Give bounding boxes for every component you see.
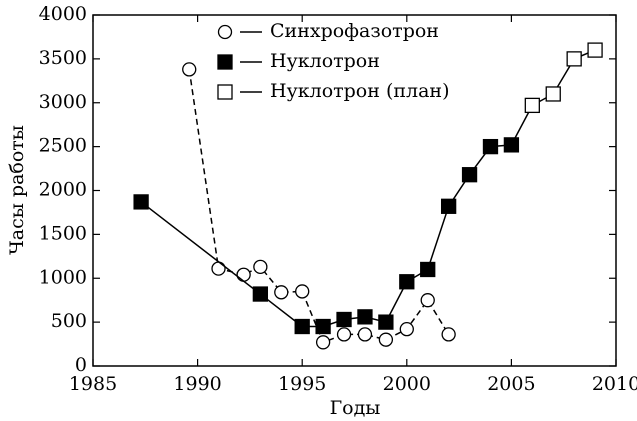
legend-label: Нуклотрон <box>270 50 380 72</box>
legend-label: Синхрофазотрон <box>270 20 439 42</box>
point <box>440 198 457 214</box>
point <box>315 318 331 335</box>
point <box>378 314 394 330</box>
x-tick-label: 1995 <box>278 373 326 395</box>
y-tick-label: 1000 <box>39 266 87 288</box>
point <box>336 311 352 328</box>
point <box>236 267 251 282</box>
x-tick-label: 2010 <box>592 373 637 395</box>
y-tick-label: 500 <box>51 310 87 332</box>
point <box>441 327 456 342</box>
point <box>461 167 478 183</box>
point <box>294 318 310 335</box>
point <box>378 332 394 347</box>
point <box>503 137 520 153</box>
x-tick-label: 1985 <box>69 373 117 395</box>
point <box>133 194 149 210</box>
point <box>420 261 436 278</box>
point <box>252 286 269 302</box>
x-tick-label: 1990 <box>173 373 221 395</box>
point <box>357 309 373 325</box>
point <box>399 321 414 337</box>
point <box>482 138 499 155</box>
y-tick-label: 2000 <box>39 179 87 201</box>
x-tick-label: 2000 <box>383 373 431 395</box>
legend-marker <box>217 84 233 100</box>
y-tick-label: 1500 <box>39 222 87 244</box>
point <box>182 62 197 77</box>
point <box>566 51 582 67</box>
series-line <box>531 49 596 107</box>
y-tick-label: 0 <box>75 354 87 376</box>
point <box>336 327 352 342</box>
point <box>524 97 540 114</box>
series-line <box>140 144 512 328</box>
point <box>545 86 561 102</box>
y-axis-label: Часы работы <box>6 125 28 255</box>
point <box>357 327 373 342</box>
series-line <box>188 69 450 344</box>
x-tick-label: 2005 <box>487 373 535 395</box>
x-axis-label: Годы <box>330 397 381 419</box>
point <box>315 335 331 350</box>
y-tick-label: 2500 <box>39 135 87 157</box>
y-tick-label: 4000 <box>39 3 87 25</box>
point <box>587 42 603 58</box>
y-tick-label: 3500 <box>39 47 87 69</box>
point <box>274 285 289 300</box>
point <box>399 274 415 290</box>
point <box>420 293 435 308</box>
legend-marker <box>217 54 233 70</box>
y-tick-label: 3000 <box>39 91 87 113</box>
point <box>253 259 268 274</box>
point <box>211 261 226 276</box>
point <box>295 284 310 299</box>
legend-label: Нуклотрон (план) <box>270 80 450 102</box>
legend-marker <box>217 24 233 40</box>
